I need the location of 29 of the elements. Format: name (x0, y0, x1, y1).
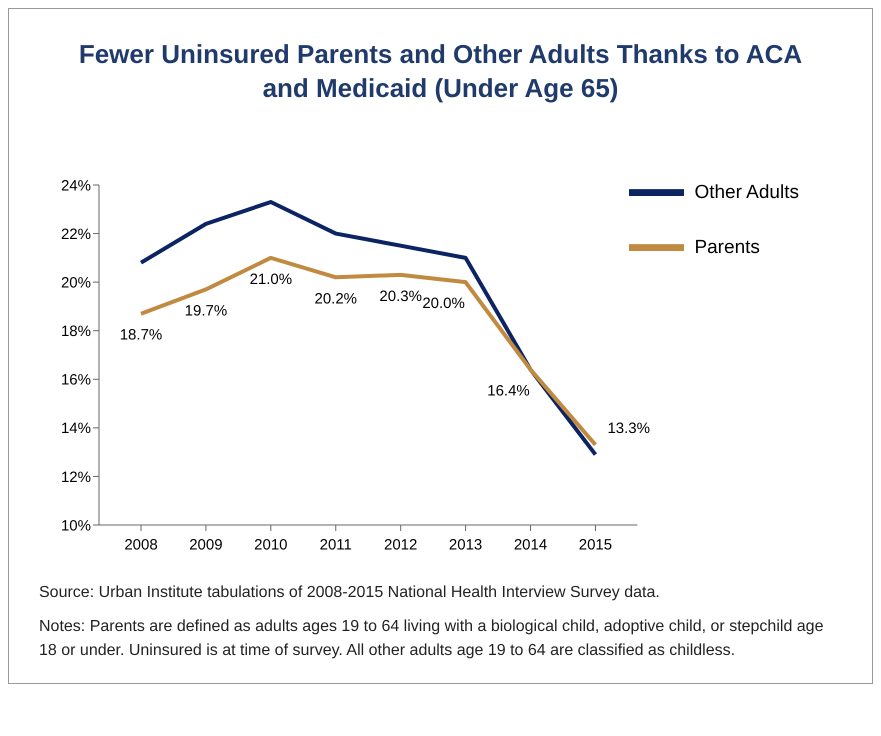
y-tick-label: 24% (60, 177, 91, 194)
y-tick-label: 14% (60, 420, 91, 438)
data-label: 20.3% (379, 288, 422, 305)
x-tick-label: 2009 (189, 536, 223, 554)
data-label: 20.2% (314, 290, 358, 308)
legend-label: Parents (694, 236, 760, 258)
data-label: 13.3% (607, 420, 650, 437)
y-tick-label: 20% (60, 274, 91, 292)
legend-label: Other Adults (694, 182, 799, 203)
x-tick-label: 2010 (254, 536, 288, 554)
x-tick-label: 2014 (514, 536, 548, 554)
x-tick-label: 2013 (448, 536, 482, 554)
x-tick-label: 2012 (384, 536, 418, 554)
data-label: 16.4% (487, 382, 530, 400)
data-label: 19.7% (184, 302, 228, 320)
x-tick-label: 2008 (124, 536, 158, 554)
y-tick-label: 16% (60, 372, 91, 389)
data-label: 18.7% (120, 326, 162, 344)
x-tick-label: 2015 (578, 536, 612, 554)
data-label: 20.0% (422, 295, 465, 312)
y-tick-label: 22% (60, 226, 91, 243)
source-note: Source: Urban Institute tabulations of 2008-2015 National Health Interview Survey data. (39, 583, 661, 603)
y-tick-label: 18% (60, 323, 91, 340)
x-tick-label: 2011 (320, 536, 352, 554)
text: Notes: Parents are defined as adults ages 19 to 64 living with a biological child, adoptive child, or stepchild age 18 or under. Uninsured is at time of survey. All other adults age 19 to 64 are classified as childless. (39, 617, 824, 661)
chart-title: Fewer Uninsured Parents and Other Adults Thanks to ACA and Medicaid (Under Age 65) (78, 38, 804, 105)
y-tick-label: 12% (60, 468, 91, 486)
y-tick-label: 10% (60, 517, 91, 534)
data-label: 21.0% (250, 270, 292, 288)
